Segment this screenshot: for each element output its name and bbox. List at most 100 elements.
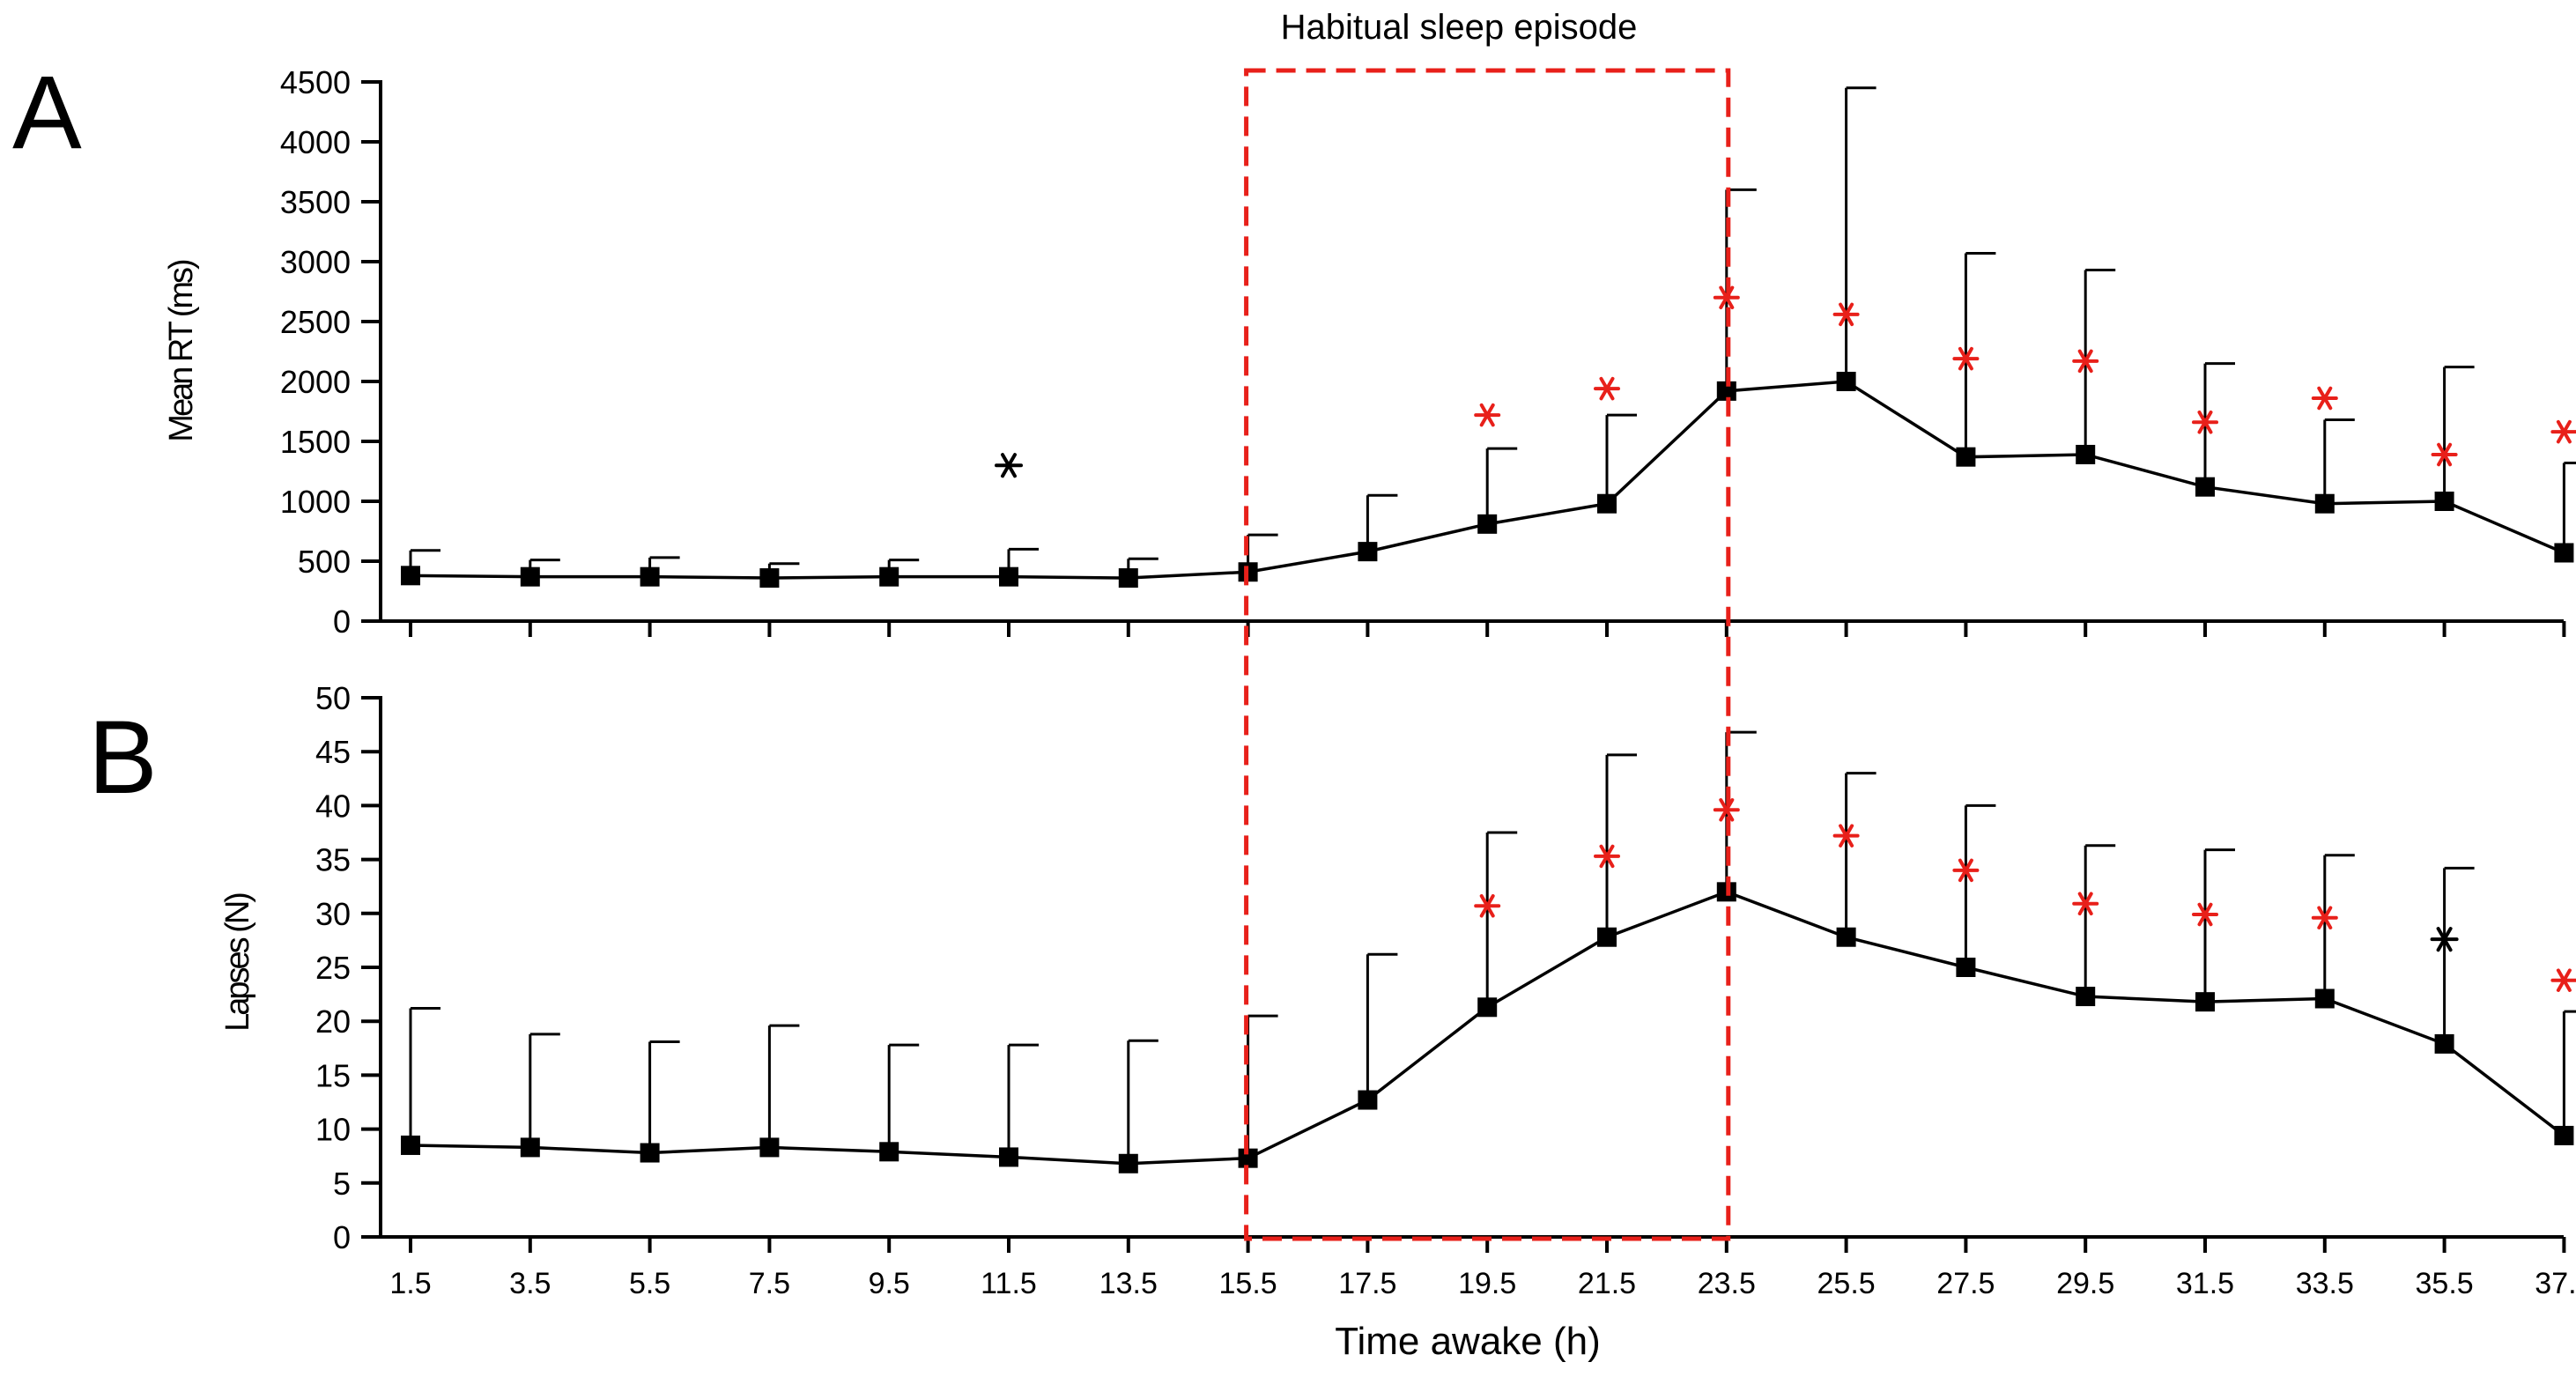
significance-marker	[2072, 349, 2099, 374]
significance-marker	[1952, 858, 1980, 883]
data-point	[1956, 958, 1976, 977]
data-point	[1716, 381, 1736, 401]
x-tick-label: 15.5	[1219, 1267, 1277, 1300]
x-tick-label: 17.5	[1338, 1267, 1396, 1300]
panel-a-label: A	[12, 55, 82, 171]
data-point	[2076, 444, 2096, 464]
data-point	[999, 566, 1018, 587]
significance-marker	[2550, 419, 2576, 444]
data-point	[879, 1142, 899, 1162]
significance-marker	[2072, 892, 2099, 916]
y-tick-label: 35	[315, 842, 351, 878]
data-point	[1358, 1090, 1378, 1110]
panel-b-ylabel: Lapses (N)	[219, 893, 256, 1032]
significance-marker-stroke	[2437, 442, 2453, 467]
x-tick-label: 33.5	[2296, 1267, 2354, 1300]
y-tick-label: 10	[315, 1112, 351, 1148]
significance-marker-stroke	[1839, 302, 1854, 327]
significance-marker	[2431, 442, 2458, 467]
data-point	[640, 566, 660, 587]
data-point	[401, 566, 420, 586]
y-tick-label: 2000	[280, 364, 351, 400]
highlight-layer	[1244, 68, 1731, 1241]
data-point	[1836, 927, 1856, 947]
x-tick-label: 25.5	[1817, 1267, 1876, 1300]
panel-b-label: B	[88, 700, 158, 816]
y-tick-label: 50	[315, 680, 351, 716]
y-tick-label: 25	[315, 950, 351, 986]
significance-marker-stroke	[1839, 824, 1854, 848]
significance-marker-stroke	[1479, 403, 1495, 427]
y-tick-label: 20	[315, 1003, 351, 1040]
significance-marker	[2311, 906, 2338, 929]
significance-marker-stroke	[2436, 927, 2453, 952]
y-tick-label: 1500	[280, 424, 351, 460]
x-tick-label: 3.5	[509, 1267, 551, 1300]
y-tick-label: 2500	[280, 304, 351, 340]
x-tick-label: 5.5	[629, 1267, 670, 1300]
x-axis-title: Time awake (h)	[1335, 1320, 1601, 1363]
significance-marker-stroke	[2197, 410, 2213, 434]
x-tick-label: 11.5	[981, 1267, 1037, 1300]
panel-a: 0 500 1000 1500 2000 2500 3000 3500 4000 4500	[280, 64, 2576, 640]
data-point	[1956, 447, 1976, 467]
y-tick-label: 0	[333, 1219, 351, 1255]
data-point	[520, 566, 540, 587]
significance-marker	[2192, 902, 2218, 927]
x-tick-label: 13.5	[1099, 1267, 1158, 1300]
significance-marker-stroke	[2317, 386, 2333, 411]
significance-marker-stroke	[1599, 844, 1615, 869]
x-tick-label: 9.5	[869, 1267, 910, 1300]
significance-marker	[1832, 824, 1860, 848]
significance-marker-stroke	[2197, 902, 2213, 927]
panel-a-ylabel: Mean RT (ms)	[163, 260, 200, 442]
significance-marker	[995, 453, 1023, 478]
data-point	[2195, 992, 2215, 1012]
x-tick-label: 27.5	[1936, 1267, 1995, 1300]
significance-marker	[1594, 844, 1620, 869]
y-tick-label: 500	[298, 544, 351, 580]
significance-marker	[2311, 386, 2338, 411]
significance-marker-stroke	[1001, 453, 1017, 478]
y-tick-label: 4500	[280, 64, 351, 100]
data-point	[640, 1143, 660, 1163]
significance-marker-stroke	[2556, 419, 2572, 444]
panel-b: 0 5 10 15 20 25 30 35 40 45 50 1.5 3.5 5.5 7.5 9.5 11.5 1…	[315, 680, 2576, 1300]
x-tick-label: 31.5	[2176, 1267, 2234, 1300]
data-point	[2434, 1033, 2454, 1054]
significance-marker-stroke	[2317, 906, 2333, 929]
significance-marker	[1594, 376, 1620, 401]
data-point	[1477, 997, 1498, 1018]
data-point	[2314, 988, 2335, 1009]
data-point	[1477, 514, 1498, 534]
significance-marker-stroke	[1958, 346, 1973, 371]
data-point	[1836, 372, 1856, 391]
significance-marker-stroke	[1599, 376, 1615, 401]
y-tick-label: 45	[315, 734, 351, 770]
y-tick-label: 15	[315, 1057, 351, 1093]
x-tick-label: 35.5	[2416, 1267, 2474, 1300]
sleep-episode-label: Habitual sleep episode	[1281, 8, 1638, 47]
y-tick-label: 3500	[280, 184, 351, 220]
y-tick-label: 1000	[280, 484, 351, 520]
data-point	[2554, 543, 2574, 563]
y-tick-label: 4000	[280, 124, 351, 160]
y-tick-label: 3000	[280, 244, 351, 280]
significance-marker-stroke	[2077, 892, 2093, 916]
significance-marker	[1952, 346, 1980, 371]
y-tick-label: 0	[333, 603, 351, 640]
data-point	[2195, 477, 2215, 497]
significance-marker	[2430, 927, 2459, 952]
data-point	[879, 566, 899, 587]
significance-marker-stroke	[2077, 349, 2093, 374]
y-tick-label: 5	[333, 1166, 351, 1202]
x-tick-label: 7.5	[749, 1267, 790, 1300]
y-tick-label: 30	[315, 896, 351, 932]
data-point	[1118, 1153, 1138, 1173]
data-point	[2554, 1125, 2574, 1145]
x-tick-label: 23.5	[1698, 1267, 1756, 1300]
data-point	[2076, 987, 2096, 1007]
